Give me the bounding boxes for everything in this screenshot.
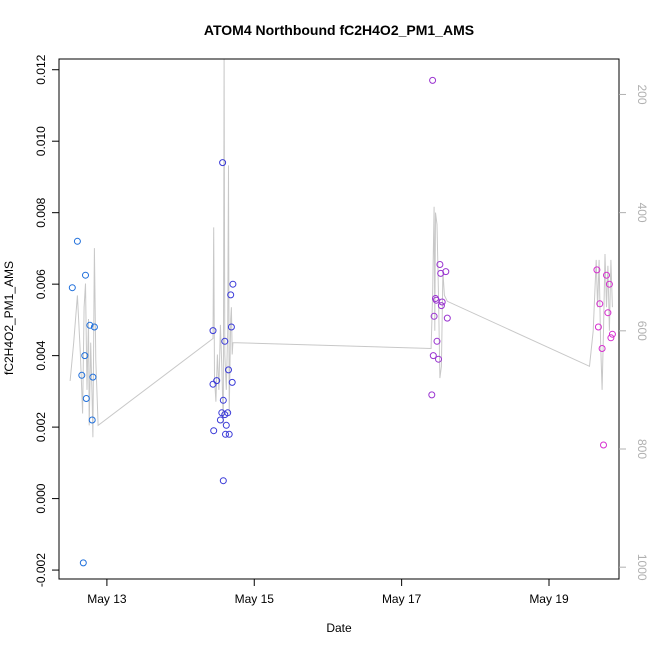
data-point	[227, 291, 235, 299]
x-tick-label: May 15	[235, 592, 275, 606]
data-point	[88, 416, 96, 424]
data-point	[437, 302, 445, 310]
y-axis: -0.002 0.000 0.002 0.004 0.006 0.008 0.010 0.01…	[34, 54, 59, 587]
data-point	[225, 366, 232, 374]
data-point	[73, 237, 81, 245]
data-points-layer	[68, 76, 616, 567]
data-point	[442, 268, 450, 276]
data-point	[428, 391, 436, 399]
data-point	[213, 377, 221, 385]
data-point	[219, 159, 227, 167]
data-point	[79, 559, 87, 567]
right-y-axis: 200 400 600 800 1000	[619, 84, 649, 581]
data-point	[598, 345, 606, 352]
data-point	[82, 395, 90, 402]
x-tick-label: May 19	[529, 592, 569, 606]
x-tick-label: May 13	[87, 592, 127, 606]
data-point	[430, 312, 438, 320]
data-point	[594, 323, 602, 331]
data-point	[222, 430, 229, 438]
data-point	[593, 266, 601, 274]
y-axis-label: fC2H4O2_PM1_AMS	[2, 261, 16, 375]
right-y-tick-label: 200	[635, 84, 649, 104]
data-point	[436, 261, 444, 268]
data-point	[604, 309, 612, 317]
data-point	[221, 337, 229, 345]
data-point	[433, 337, 441, 345]
y-tick-label: 0.006	[34, 269, 48, 299]
data-point	[429, 76, 437, 84]
data-point	[605, 280, 613, 288]
data-point	[596, 300, 604, 308]
data-point	[209, 327, 217, 335]
plot-frame	[58, 58, 620, 580]
y-tick-label: 0.012	[34, 54, 48, 84]
data-point	[224, 409, 232, 417]
data-point	[228, 378, 236, 386]
data-point	[68, 284, 76, 292]
data-point	[78, 371, 86, 379]
y-tick-label: 0.000	[34, 483, 48, 513]
data-point	[216, 416, 224, 424]
data-point	[607, 334, 615, 342]
data-point	[438, 298, 446, 306]
y-tick-label: 0.010	[34, 126, 48, 156]
chart-title: ATOM4 Northbound fC2H4O2_PM1_AMS	[204, 22, 474, 38]
right-y-tick-label: 1000	[635, 554, 649, 581]
altitude-line	[69, 58, 613, 438]
data-point	[225, 430, 233, 438]
right-y-tick-label: 400	[635, 203, 649, 223]
y-tick-label: 0.004	[34, 340, 48, 370]
x-axis: May 13 May 15 May 17 May 19	[87, 579, 569, 606]
data-point	[435, 355, 442, 363]
x-axis-label: Date	[326, 621, 352, 635]
data-point	[608, 330, 616, 338]
data-point	[219, 396, 227, 404]
data-point	[603, 271, 610, 279]
data-point	[210, 427, 218, 435]
data-point	[82, 271, 89, 279]
data-point	[219, 477, 227, 485]
data-point	[229, 280, 237, 288]
data-point	[227, 323, 235, 331]
data-point	[90, 323, 98, 331]
data-point	[429, 352, 437, 360]
right-y-tick-label: 800	[635, 439, 649, 459]
altitude-line-layer	[69, 58, 613, 438]
data-point	[600, 441, 607, 449]
data-point	[222, 421, 230, 429]
y-tick-label: 0.008	[34, 197, 48, 227]
y-tick-label: 0.002	[34, 412, 48, 442]
data-point	[209, 380, 217, 388]
right-y-tick-label: 600	[635, 321, 649, 341]
data-point	[443, 314, 451, 322]
y-tick-label: -0.002	[34, 553, 48, 587]
x-tick-label: May 17	[382, 592, 422, 606]
data-point	[86, 321, 94, 329]
data-point	[81, 352, 89, 360]
data-point	[89, 373, 97, 381]
